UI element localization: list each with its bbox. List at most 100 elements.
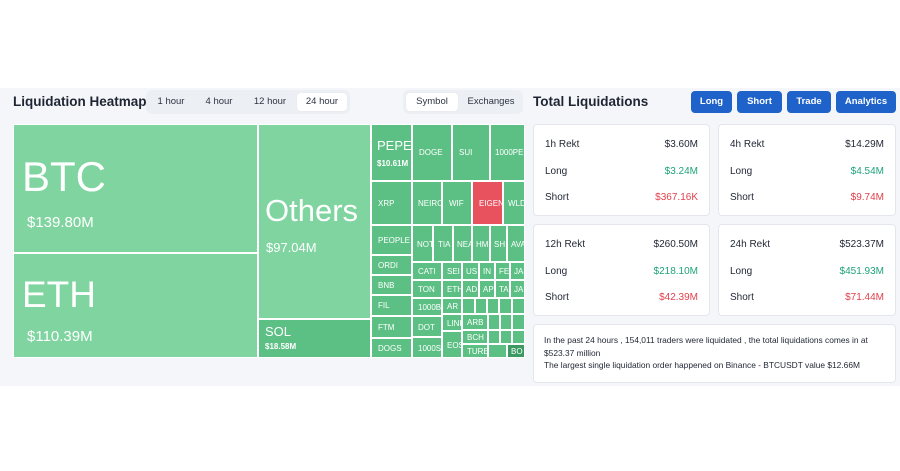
card-label: 24h Rekt	[730, 239, 771, 250]
tile-hm[interactable]: HM	[472, 225, 490, 262]
tile-eth-small[interactable]: ETH	[442, 280, 462, 298]
tile-cati[interactable]: CATI	[412, 262, 442, 280]
long-value: $4.54M	[850, 166, 884, 177]
tile-eos[interactable]: EOS	[442, 331, 462, 358]
tile-ar[interactable]: AR	[442, 298, 462, 314]
tab-symbol[interactable]: Symbol	[406, 93, 458, 111]
tile-ad[interactable]: AD	[462, 280, 479, 298]
tile-1000pe[interactable]: 1000PE	[490, 124, 525, 181]
tile-fil[interactable]: FIL	[371, 295, 412, 316]
liquidation-heatmap: BTC $139.80M ETH $110.39M Others $97.04M…	[13, 124, 525, 358]
long-value: $3.24M	[664, 166, 698, 177]
summary-line-1: In the past 24 hours , 154,011 traders w…	[544, 335, 868, 358]
short-value: $9.74M	[850, 192, 884, 203]
tile-fe[interactable]: FE	[495, 262, 510, 280]
long-label: Long	[545, 166, 568, 177]
tile-small-c[interactable]	[487, 298, 499, 314]
tile-sui[interactable]: SUI	[452, 124, 490, 181]
tab-4-hour[interactable]: 4 hour	[205, 96, 233, 107]
tile-nea[interactable]: NEA	[453, 225, 472, 262]
tile-small-f[interactable]	[488, 314, 500, 330]
tile-wld[interactable]: WLD	[503, 181, 525, 225]
tab-24-hour[interactable]: 24 hour	[297, 93, 347, 111]
card-total: $3.60M	[664, 139, 698, 150]
tile-others-value: $97.04M	[266, 240, 317, 255]
tile-eigen[interactable]: EIGEN	[472, 181, 503, 225]
tile-sh[interactable]: SH	[490, 225, 507, 262]
tile-ava[interactable]: AVA	[507, 225, 525, 262]
tile-doge[interactable]: DOGE	[412, 124, 452, 181]
tile-bnb[interactable]: BNB	[371, 275, 412, 295]
tile-arb[interactable]: ARB	[462, 314, 488, 330]
tile-small-e[interactable]	[512, 298, 525, 314]
tile-ta[interactable]: TA	[495, 280, 510, 298]
tile-ftm[interactable]: FTM	[371, 316, 412, 338]
tile-pepe-symbol: PEPE	[377, 138, 412, 153]
tile-btc-value: $139.80M	[27, 214, 94, 231]
long-value: $218.10M	[653, 266, 698, 277]
total-liquidations-title: Total Liquidations	[533, 94, 649, 109]
tile-small-d[interactable]	[499, 298, 512, 314]
tile-xrp[interactable]: XRP	[371, 181, 412, 225]
tile-ture[interactable]: TURE	[462, 344, 488, 358]
tile-btc[interactable]: BTC $139.80M	[13, 124, 258, 253]
tile-bo[interactable]: BO	[507, 344, 525, 358]
tile-ja[interactable]: JA	[510, 280, 525, 298]
tile-tia[interactable]: TIA	[433, 225, 453, 262]
tile-small-a[interactable]	[462, 298, 475, 314]
tile-1000s[interactable]: 1000S	[412, 337, 442, 358]
tile-small-l[interactable]	[488, 344, 507, 358]
short-button[interactable]: Short	[737, 91, 782, 113]
trade-button[interactable]: Trade	[787, 91, 831, 113]
tile-not[interactable]: NOT	[412, 225, 433, 262]
tile-link[interactable]: LINK	[442, 314, 462, 331]
view-tabs: Symbol Exchanges	[403, 90, 523, 114]
tile-eth-value: $110.39M	[27, 328, 93, 345]
time-range-tabs: 1 hour 4 hour 12 hour 24 hour	[146, 90, 350, 114]
tile-small-g[interactable]	[500, 314, 512, 330]
analytics-button[interactable]: Analytics	[836, 91, 896, 113]
short-value: $367.16K	[655, 192, 698, 203]
tile-people[interactable]: PEOPLE	[371, 225, 412, 255]
tile-small-j[interactable]	[500, 330, 512, 344]
tile-ton[interactable]: TON	[412, 280, 442, 298]
card-1h-rekt: 1h Rekt $3.60M Long $3.24M Short $367.16K	[533, 124, 710, 216]
tile-small-h[interactable]	[512, 314, 525, 330]
tab-exchanges[interactable]: Exchanges	[467, 96, 515, 107]
tile-dogs[interactable]: DOGS	[371, 338, 412, 358]
tile-bch[interactable]: BCH	[462, 330, 488, 344]
tile-dot[interactable]: DOT	[412, 316, 442, 337]
tile-ap[interactable]: AP	[479, 280, 495, 298]
tab-12-hour[interactable]: 12 hour	[253, 96, 287, 107]
tab-1-hour[interactable]: 1 hour	[157, 96, 185, 107]
card-12h-rekt: 12h Rekt $260.50M Long $218.10M Short $42.3…	[533, 224, 710, 316]
tile-small-b[interactable]	[475, 298, 487, 314]
liquidation-panel: Liquidation Heatmap 1 hour 4 hour 12 hou…	[0, 88, 900, 386]
long-label: Long	[545, 266, 568, 277]
tile-others[interactable]: Others $97.04M	[258, 124, 371, 319]
summary-box: In the past 24 hours , 154,011 traders w…	[533, 324, 896, 383]
tile-wif[interactable]: WIF	[442, 181, 472, 225]
tile-jas[interactable]: JAS	[510, 262, 525, 280]
card-24h-rekt: 24h Rekt $523.37M Long $451.93M Short $71.4…	[718, 224, 896, 316]
tile-us[interactable]: US	[462, 262, 479, 280]
tile-ordi[interactable]: ORDI	[371, 255, 412, 275]
tile-small-k[interactable]	[512, 330, 525, 344]
tile-neiro[interactable]: NEIRO	[412, 181, 442, 225]
tile-eth[interactable]: ETH $110.39M	[13, 253, 258, 358]
tile-sei[interactable]: SEI	[442, 262, 462, 280]
tile-sol-value: $18.58M	[265, 342, 297, 351]
long-button[interactable]: Long	[691, 91, 732, 113]
tile-in[interactable]: IN	[479, 262, 495, 280]
card-total: $260.50M	[653, 239, 698, 250]
tile-pepe[interactable]: PEPE $10.61M	[371, 124, 412, 181]
short-value: $42.39M	[659, 292, 698, 303]
summary-line-2: The largest single liquidation order hap…	[544, 360, 860, 370]
tile-eth-symbol: ETH	[22, 274, 96, 315]
tile-btc-symbol: BTC	[22, 153, 106, 200]
tile-sol-symbol: SOL	[265, 324, 292, 339]
tile-sol[interactable]: SOL $18.58M	[258, 319, 371, 358]
tile-1000b[interactable]: 1000B	[412, 298, 442, 316]
card-4h-rekt: 4h Rekt $14.29M Long $4.54M Short $9.74M	[718, 124, 896, 216]
tile-small-i[interactable]	[488, 330, 500, 344]
